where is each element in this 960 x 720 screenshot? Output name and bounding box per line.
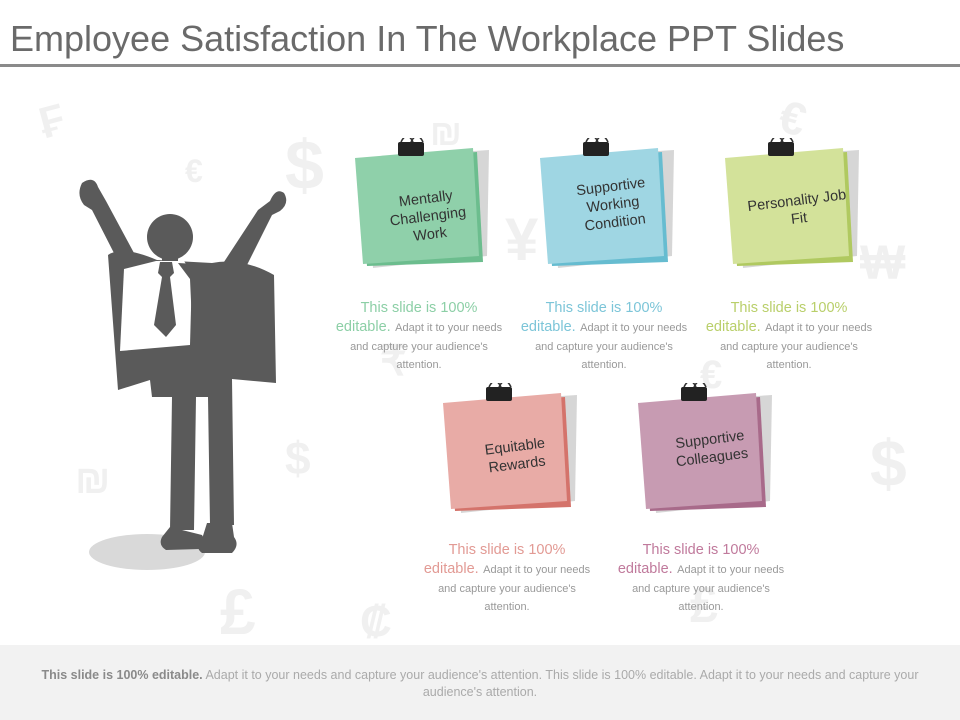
- note-front-sheet: [725, 148, 849, 264]
- suit-lapel: [178, 263, 220, 367]
- dollar-watermark-icon: $: [285, 126, 324, 204]
- note-equitable-rewards: Equitable Rewards: [433, 383, 583, 523]
- rupee-watermark-icon: ₹: [380, 337, 407, 384]
- note-front-sheet: [638, 393, 762, 509]
- dollar-watermark-icon: $: [285, 432, 311, 484]
- sticky-note: [725, 138, 859, 268]
- euro-watermark-icon: €: [773, 89, 812, 147]
- sticky-note: [540, 138, 674, 268]
- dollar-watermark-icon: $: [870, 426, 907, 500]
- businessman-silhouette: [79, 179, 287, 553]
- caption-lead: This slide is 100% editable.: [705, 300, 848, 335]
- sticky-note: [443, 383, 577, 513]
- footer-rest-text: Adapt it to your needs and capture your …: [205, 668, 919, 699]
- caption-supportive-colleagues: This slide is 100% editable. Adapt it to…: [616, 541, 786, 615]
- caption-rest: Adapt it to your needs and capture your …: [720, 322, 873, 371]
- caption-rest: Adapt it to your needs and capture your …: [438, 564, 591, 613]
- pound-watermark-icon: £: [220, 576, 256, 648]
- note-supportive-working-condition: Supportive Working Condition: [530, 138, 680, 278]
- caption-personality-job-fit: This slide is 100% editable. Adapt it to…: [704, 299, 874, 373]
- footer-bold-text: This slide is 100% editable.: [41, 668, 203, 682]
- note-mentally-challenging-work: Mentally Challenging Work: [345, 138, 495, 278]
- necktie: [154, 262, 176, 337]
- binder-clip-icon: [681, 383, 707, 401]
- caption-supportive-working-condition: This slide is 100% editable. Adapt it to…: [519, 299, 689, 373]
- won-watermark-icon: ₩: [860, 237, 906, 290]
- caption-rest: Adapt it to your needs and capture your …: [350, 322, 503, 371]
- celebrating-businessman-figure: [79, 179, 287, 570]
- caption-equitable-rewards: This slide is 100% editable. Adapt it to…: [422, 541, 592, 615]
- note-front-sheet: [540, 148, 664, 264]
- footer-bar: This slide is 100% editable. Adapt it to…: [0, 645, 960, 720]
- caption-mentally-challenging-work: This slide is 100% editable. Adapt it to…: [334, 299, 504, 373]
- franc-watermark-icon: ₣: [33, 94, 71, 149]
- colon-watermark-icon: ₡: [360, 597, 392, 646]
- sticky-note: [638, 383, 772, 513]
- lira-watermark-icon: ₤: [690, 577, 718, 633]
- sticky-note: [355, 138, 489, 268]
- binder-clip-icon: [768, 138, 794, 156]
- caption-lead: This slide is 100% editable.: [423, 542, 566, 577]
- binder-clip-icon: [398, 138, 424, 156]
- shekel-watermark-icon: ₪: [430, 112, 462, 153]
- title-underline: [0, 64, 960, 67]
- shirt: [120, 261, 192, 351]
- caption-lead: This slide is 100% editable.: [520, 300, 663, 335]
- euro-watermark-icon: €: [185, 153, 203, 189]
- note-front-sheet: [443, 393, 567, 509]
- caption-lead: This slide is 100% editable.: [617, 542, 760, 577]
- note-personality-job-fit: Personality Job Fit: [715, 138, 865, 278]
- caption-rest: Adapt it to your needs and capture your …: [632, 564, 785, 613]
- binder-clip-icon: [486, 383, 512, 401]
- slide-title: Employee Satisfaction In The Workplace P…: [10, 18, 845, 59]
- yen-watermark-icon: ¥: [505, 206, 539, 273]
- binder-clip-icon: [583, 138, 609, 156]
- currency-watermark: ₣ $ € ₪ $ € ₩ $ € ₪ ¥ ₹ ₤ £ ₡: [0, 70, 960, 645]
- note-supportive-colleagues: Supportive Colleagues: [628, 383, 778, 523]
- footer-text: This slide is 100% editable. Adapt it to…: [20, 667, 940, 701]
- caption-rest: Adapt it to your needs and capture your …: [535, 322, 688, 371]
- shekel-watermark-icon: ₪: [75, 458, 111, 502]
- note-front-sheet: [355, 148, 479, 264]
- caption-lead: This slide is 100% editable.: [335, 300, 478, 335]
